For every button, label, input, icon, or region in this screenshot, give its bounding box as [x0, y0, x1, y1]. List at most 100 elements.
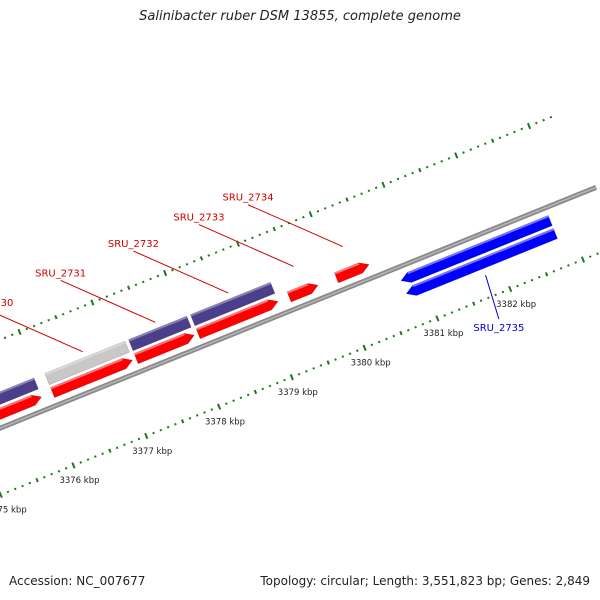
tick-mark [57, 469, 61, 473]
tick-mark [323, 207, 327, 210]
tick-label: 3378 kbp [205, 417, 245, 427]
gene-arrow [50, 358, 133, 398]
feature-tracks [0, 215, 558, 420]
tick-mark [294, 218, 298, 222]
cds-bar [190, 281, 276, 327]
gene-sru-2735 [400, 215, 558, 296]
gene-label-sru-2730: SRU_2730 [0, 298, 13, 309]
tick-mark [567, 264, 570, 267]
tick-mark [494, 293, 497, 297]
tick-mark [440, 160, 443, 163]
tick-mark [505, 133, 509, 137]
tick-mark [64, 467, 68, 470]
tick-mark [537, 275, 541, 279]
gene-arrow-reverse-upper-shine [412, 228, 555, 288]
tick-mark [6, 490, 10, 494]
tick-mark [588, 255, 592, 258]
tick-mark [334, 358, 337, 361]
tick-mark [403, 174, 407, 178]
tick-mark [362, 344, 367, 351]
tick-mark [222, 248, 225, 251]
tick-mark [127, 285, 131, 291]
tick-mark [17, 328, 22, 336]
tick-mark [120, 289, 123, 293]
gene-arrow-reverse-upper [405, 228, 558, 296]
tick-mark [225, 402, 228, 405]
tick-mark [549, 115, 553, 119]
tick-mark [523, 281, 527, 285]
tick-mark [370, 343, 374, 347]
gene-arrow-shine [334, 262, 360, 275]
tick-mark [152, 431, 155, 435]
tick-mark [305, 370, 308, 373]
label-leader [133, 250, 229, 294]
gene-sru-2734 [333, 262, 370, 284]
tick-mark [367, 189, 371, 193]
tick-mark [195, 414, 199, 417]
map-title: Salinibacter ruber DSM 13855, complete g… [139, 9, 461, 24]
tick-mark [210, 408, 214, 411]
tick-mark [243, 239, 247, 243]
tick-mark [559, 267, 563, 270]
tick-mark [83, 304, 87, 307]
tick-mark [520, 127, 524, 131]
tick-mark [414, 325, 417, 329]
tick-mark [130, 440, 134, 444]
tick-mark [13, 487, 17, 491]
tick-mark [101, 452, 104, 455]
tick-mark [580, 256, 586, 263]
tick-mark [178, 265, 181, 269]
tick-mark [261, 387, 265, 391]
tick-mark [302, 215, 305, 219]
tick-mark [174, 422, 177, 426]
tick-mark [396, 177, 400, 181]
tick-mark [374, 186, 378, 190]
tick-mark [71, 462, 76, 469]
tick-mark [115, 446, 119, 450]
tick-mark [134, 283, 138, 287]
tick-mark [90, 299, 95, 306]
label-leader [60, 280, 156, 323]
tick-mark [35, 477, 39, 483]
tick-mark [338, 201, 342, 204]
tick-mark [490, 138, 495, 143]
gene-arrow-reverse [400, 215, 553, 283]
tick-mark [28, 481, 32, 485]
tick-mark [433, 162, 436, 166]
tick-mark [385, 337, 388, 341]
tick-mark [3, 336, 7, 340]
tick-mark [253, 389, 258, 395]
tick-mark [86, 458, 90, 461]
tick-mark [319, 364, 323, 367]
tick-mark [469, 148, 473, 151]
tick-mark [331, 204, 334, 207]
tick-mark [280, 224, 283, 228]
tick-label: 3380 kbp [351, 359, 391, 369]
tick-label: 3377 kbp [132, 447, 172, 457]
tick-mark [144, 432, 149, 440]
label-leader [198, 224, 294, 267]
tick-mark [399, 330, 403, 336]
tick-mark [381, 181, 386, 189]
gene-arrow-reverse-shine [407, 215, 549, 275]
gene-sru-2731 [128, 315, 195, 365]
tick-mark [112, 292, 116, 295]
tick-mark [574, 261, 577, 264]
tick-mark [353, 195, 356, 198]
tick-label: 3379 kbp [278, 388, 318, 398]
tick-mark [192, 260, 196, 263]
gene-arrow [133, 333, 195, 365]
cds-bar [0, 377, 39, 405]
tick-mark [137, 437, 141, 441]
tick-mark [268, 384, 272, 388]
tick-mark [265, 230, 269, 234]
tick-mark [392, 334, 396, 338]
cds-bar-shine [190, 282, 272, 317]
tick-mark [530, 278, 534, 282]
cds-bar [128, 315, 192, 352]
tick-mark [454, 152, 459, 159]
gene-sru-2730 [44, 340, 133, 398]
tick-mark [105, 295, 109, 298]
tick-mark [10, 333, 14, 337]
